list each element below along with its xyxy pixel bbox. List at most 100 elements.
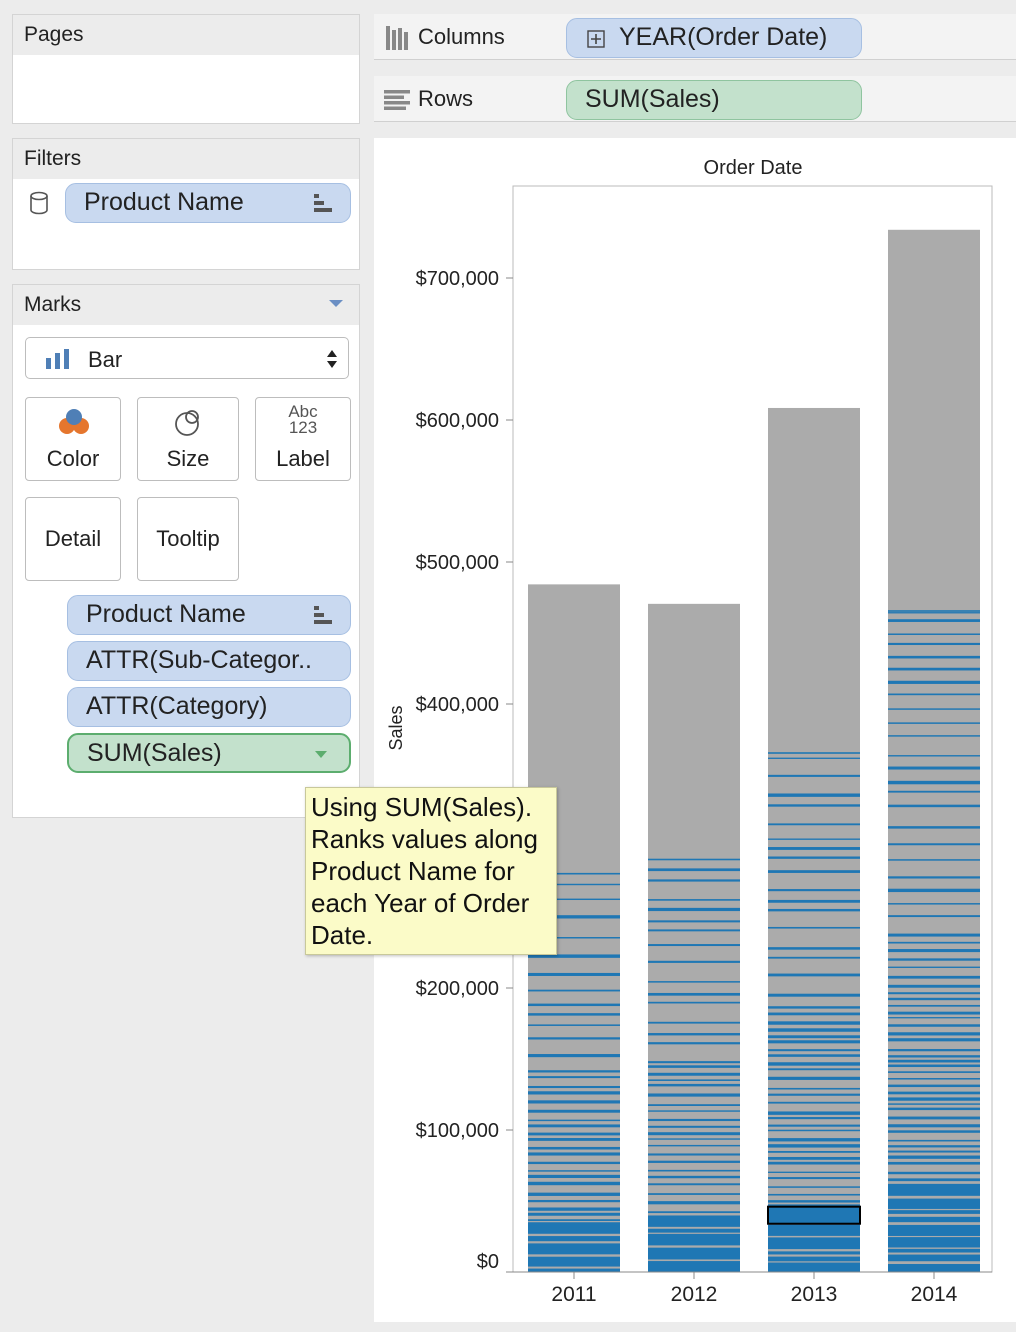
rank-stripe — [528, 1132, 620, 1136]
x-tick-label: 2012 — [671, 1283, 718, 1306]
rank-stripe — [888, 642, 980, 646]
rank-stripe — [528, 1100, 620, 1104]
rank-stripe — [528, 1070, 620, 1073]
rank-stripe — [768, 1237, 860, 1250]
rank-stripe — [648, 1169, 740, 1172]
dropdown-caret-icon[interactable] — [315, 751, 327, 759]
tooltip-button[interactable]: Tooltip — [137, 497, 239, 581]
y-tick-label: $100,000 — [416, 1120, 499, 1142]
rank-stripe — [528, 1146, 620, 1150]
rank-stripe — [888, 780, 980, 785]
rank-stripe — [888, 619, 980, 622]
rank-stripe — [768, 1101, 860, 1104]
rank-stripe — [888, 1107, 980, 1111]
bar-2014[interactable] — [888, 229, 980, 1272]
mark-type-label: Bar — [88, 347, 123, 372]
tooltip-line-4: each Year of Order — [311, 888, 530, 918]
filters-title: Filters — [13, 139, 359, 179]
rank-stripe — [528, 1119, 620, 1122]
rank-stripe — [888, 941, 980, 944]
rank-stripe — [888, 667, 980, 671]
rank-stripe — [768, 1040, 860, 1044]
rank-stripe — [648, 858, 740, 861]
selected-mark[interactable] — [767, 1205, 861, 1225]
bar-2012[interactable] — [648, 603, 740, 1272]
rank-stripe — [528, 1170, 620, 1172]
size-button[interactable]: Size — [137, 397, 239, 481]
rank-stripe — [888, 1024, 980, 1027]
rank-stripe — [768, 1171, 860, 1173]
size-button-label: Size — [166, 446, 210, 471]
rank-stripe — [648, 1193, 740, 1195]
rows-pill-sum-sales[interactable]: SUM(Sales) — [566, 80, 862, 120]
rank-stripe — [888, 722, 980, 724]
rank-stripe — [648, 929, 740, 932]
rank-stripe — [648, 1093, 740, 1097]
marks-menu-dropdown-icon[interactable] — [329, 299, 343, 309]
bar-chart: Order Date Sales $0$100,000$200,000$300,… — [386, 157, 993, 1306]
rank-stripe — [888, 1237, 980, 1248]
rank-tooltip: Using SUM(Sales). Ranks values along Pro… — [305, 787, 557, 955]
rank-stripe — [888, 1078, 980, 1080]
rank-stripe — [888, 1084, 980, 1088]
rank-stripe — [648, 1042, 740, 1045]
tooltip-line-3: Product Name for — [311, 856, 515, 886]
rank-stripes-2012 — [648, 858, 740, 1272]
rank-stripe — [768, 1111, 860, 1115]
marks-field-sum-sales[interactable]: SUM(Sales) — [67, 733, 351, 773]
rank-stripe — [648, 944, 740, 947]
tooltip-button-label: Tooltip — [156, 526, 220, 551]
rank-stripe — [888, 1055, 980, 1058]
rank-stripe — [528, 989, 620, 992]
marks-field-label: Product Name — [86, 600, 246, 628]
pages-title: Pages — [13, 15, 359, 55]
rank-stripe — [888, 655, 980, 659]
rank-stripe — [648, 1201, 740, 1205]
rank-stripe — [528, 1037, 620, 1040]
rank-stripe — [648, 1072, 740, 1076]
tooltip-line-1: Using SUM(Sales). — [311, 792, 533, 822]
color-button[interactable]: Color — [25, 397, 121, 481]
rank-stripe — [888, 790, 980, 793]
bar-2013[interactable] — [768, 407, 860, 1272]
rank-stripe — [768, 956, 860, 959]
detail-button-label: Detail — [44, 526, 102, 551]
rank-stripe — [888, 1224, 980, 1236]
rank-stripe — [768, 1262, 860, 1272]
y-tick-label: $200,000 — [416, 978, 499, 1000]
mark-type-select[interactable]: Bar — [25, 337, 349, 379]
rank-stripe — [648, 879, 740, 882]
rank-stripe — [888, 1004, 980, 1007]
rank-stripe — [768, 774, 860, 777]
marks-field-product-name[interactable]: Product Name — [67, 595, 351, 635]
marks-title: Marks — [13, 285, 359, 325]
rank-stripe — [888, 1011, 980, 1015]
rank-stripe — [768, 1200, 860, 1203]
rank-stripe — [768, 1124, 860, 1127]
pages-card: Pages — [12, 14, 360, 124]
rank-stripe — [648, 1153, 740, 1156]
columns-pill-year-order-date[interactable]: YEAR(Order Date) — [566, 18, 862, 58]
rank-stripe — [768, 1012, 860, 1016]
marks-field-subcategory[interactable]: ATTR(Sub-Categor.. — [67, 641, 351, 681]
rank-stripe — [768, 1117, 860, 1120]
columns-label: Columns — [418, 24, 505, 49]
columns-icon — [386, 26, 408, 50]
rank-stripe — [528, 1091, 620, 1095]
rank-stripe — [528, 1222, 620, 1234]
rank-stripe — [528, 1054, 620, 1058]
expand-plus-icon[interactable] — [587, 30, 605, 48]
rows-icon — [384, 90, 410, 110]
detail-button[interactable]: Detail — [25, 497, 121, 581]
rank-stripe — [648, 1104, 740, 1106]
rank-stripe — [888, 1248, 980, 1253]
rank-stripe — [888, 1071, 980, 1073]
filter-pill-product-name[interactable]: Product Name — [65, 183, 351, 223]
rank-stripe — [528, 898, 620, 901]
rank-stripe — [768, 1076, 860, 1080]
rank-stripe — [648, 868, 740, 872]
rank-stripe — [648, 1033, 740, 1036]
marks-field-category[interactable]: ATTR(Category) — [67, 687, 351, 727]
rank-stripe — [768, 804, 860, 807]
label-button[interactable]: Abc 123 Label — [255, 397, 351, 481]
